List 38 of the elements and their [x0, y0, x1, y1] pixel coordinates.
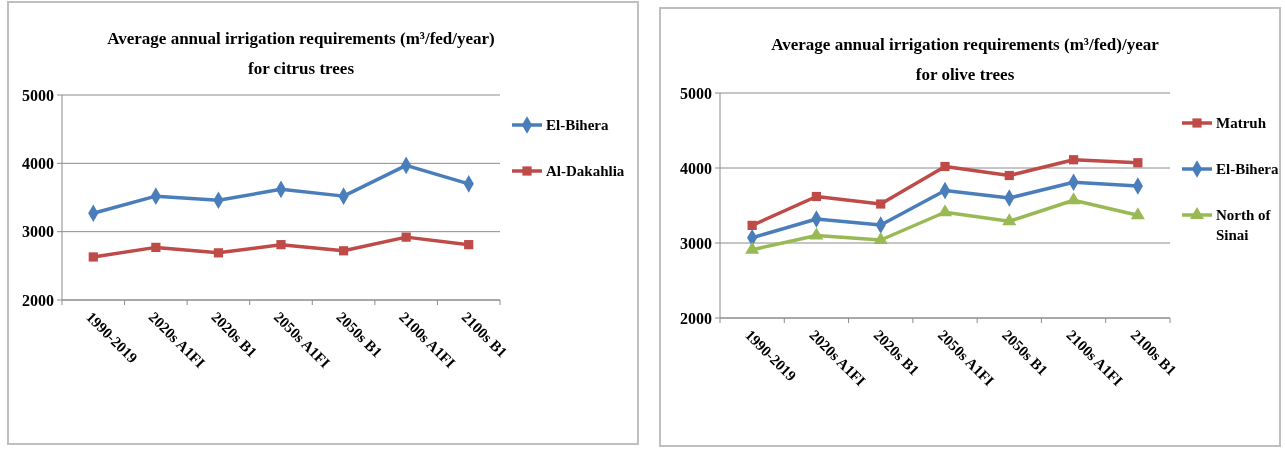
point — [1002, 213, 1017, 226]
point — [276, 240, 286, 250]
point — [873, 231, 888, 245]
point — [88, 252, 98, 262]
point — [1130, 207, 1145, 220]
y-tick-label: 2000 — [680, 309, 712, 327]
point — [1133, 158, 1143, 168]
legend-label: El-Bihera — [546, 117, 609, 134]
legend-label: Matruh — [1216, 115, 1267, 132]
y-tick-label: 3000 — [680, 234, 712, 252]
point — [1004, 170, 1014, 181]
point — [938, 204, 953, 217]
chart-title: Average annual irrigation requirements (m³/fed)/year — [771, 35, 1160, 54]
point — [940, 161, 950, 172]
point — [151, 242, 161, 252]
chart-title: Average annual irrigation requirements (m³/fed/year) — [107, 29, 495, 48]
chart-subtitle: for olive trees — [915, 65, 1015, 84]
point — [338, 246, 349, 256]
point — [745, 241, 760, 254]
point — [876, 199, 886, 209]
point — [1068, 155, 1079, 165]
legend-label: North of Sinai — [1216, 207, 1272, 243]
legend-label: El-Bihera — [1216, 161, 1279, 178]
y-tick-label: 5000 — [22, 86, 54, 104]
point — [811, 191, 822, 202]
point — [213, 248, 224, 258]
point — [464, 240, 474, 250]
chart-subtitle: for citrus trees — [247, 59, 355, 78]
y-tick-label: 3000 — [22, 223, 54, 241]
y-tick-label: 2000 — [22, 291, 54, 309]
y-tick-label: 5000 — [680, 84, 712, 102]
y-tick-label: 4000 — [680, 159, 712, 177]
point — [747, 220, 757, 230]
y-tick-label: 4000 — [22, 154, 54, 172]
point — [1066, 192, 1081, 205]
point — [809, 227, 824, 240]
point — [401, 232, 411, 242]
legend-label: Al-Dakahlia — [546, 163, 625, 180]
